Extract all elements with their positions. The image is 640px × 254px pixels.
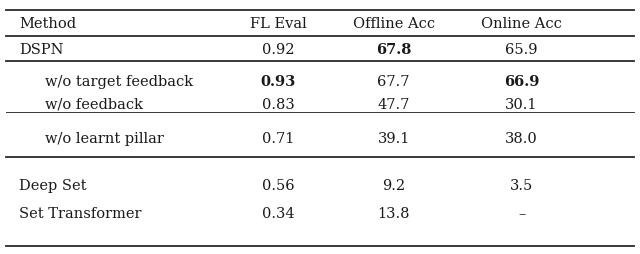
Text: w/o target feedback: w/o target feedback bbox=[45, 74, 193, 88]
Text: Method: Method bbox=[19, 17, 76, 31]
Text: 3.5: 3.5 bbox=[510, 179, 533, 192]
Text: 0.34: 0.34 bbox=[262, 207, 294, 220]
Text: 30.1: 30.1 bbox=[506, 97, 538, 111]
Text: 0.83: 0.83 bbox=[262, 97, 295, 111]
Text: 0.92: 0.92 bbox=[262, 43, 294, 56]
Text: Deep Set: Deep Set bbox=[19, 179, 86, 192]
Text: –: – bbox=[518, 207, 525, 220]
Text: 9.2: 9.2 bbox=[382, 179, 405, 192]
Text: Set Transformer: Set Transformer bbox=[19, 207, 141, 220]
Text: w/o learnt pillar: w/o learnt pillar bbox=[45, 132, 164, 145]
Text: 0.56: 0.56 bbox=[262, 179, 294, 192]
Text: 39.1: 39.1 bbox=[378, 132, 410, 145]
Text: 0.93: 0.93 bbox=[260, 74, 296, 88]
Text: 47.7: 47.7 bbox=[378, 97, 410, 111]
Text: 67.7: 67.7 bbox=[378, 74, 410, 88]
Text: 13.8: 13.8 bbox=[378, 207, 410, 220]
Text: FL Eval: FL Eval bbox=[250, 17, 307, 31]
Text: 38.0: 38.0 bbox=[505, 132, 538, 145]
Text: 67.8: 67.8 bbox=[376, 43, 412, 56]
Text: 66.9: 66.9 bbox=[504, 74, 540, 88]
Text: 0.71: 0.71 bbox=[262, 132, 294, 145]
Text: DSPN: DSPN bbox=[19, 43, 64, 56]
Text: Offline Acc: Offline Acc bbox=[353, 17, 435, 31]
Text: Online Acc: Online Acc bbox=[481, 17, 562, 31]
Text: w/o feedback: w/o feedback bbox=[45, 97, 143, 111]
Text: 65.9: 65.9 bbox=[506, 43, 538, 56]
